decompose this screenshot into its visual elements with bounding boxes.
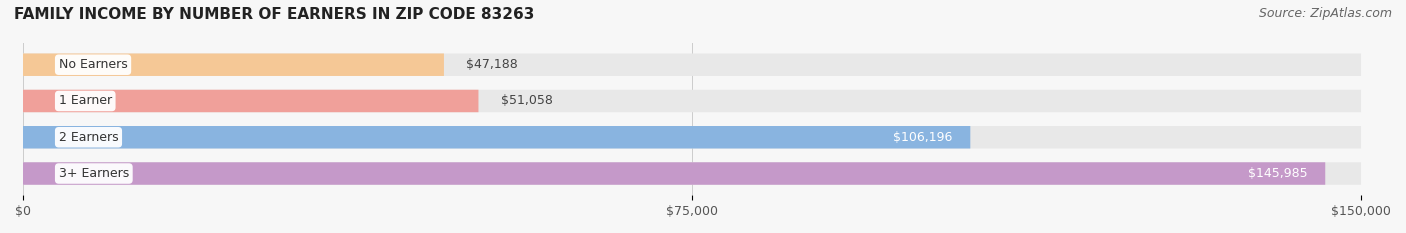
Text: FAMILY INCOME BY NUMBER OF EARNERS IN ZIP CODE 83263: FAMILY INCOME BY NUMBER OF EARNERS IN ZI… (14, 7, 534, 22)
FancyBboxPatch shape (22, 54, 1361, 76)
Text: 2 Earners: 2 Earners (59, 131, 118, 144)
Text: $47,188: $47,188 (467, 58, 517, 71)
Text: $51,058: $51,058 (501, 95, 553, 107)
Text: No Earners: No Earners (59, 58, 128, 71)
FancyBboxPatch shape (22, 162, 1361, 185)
Text: 3+ Earners: 3+ Earners (59, 167, 129, 180)
FancyBboxPatch shape (22, 54, 444, 76)
Text: $145,985: $145,985 (1247, 167, 1308, 180)
FancyBboxPatch shape (22, 162, 1326, 185)
Text: 1 Earner: 1 Earner (59, 95, 112, 107)
FancyBboxPatch shape (22, 90, 478, 112)
FancyBboxPatch shape (22, 126, 1361, 148)
Text: Source: ZipAtlas.com: Source: ZipAtlas.com (1258, 7, 1392, 20)
Text: $106,196: $106,196 (893, 131, 952, 144)
FancyBboxPatch shape (22, 126, 970, 148)
FancyBboxPatch shape (22, 90, 1361, 112)
